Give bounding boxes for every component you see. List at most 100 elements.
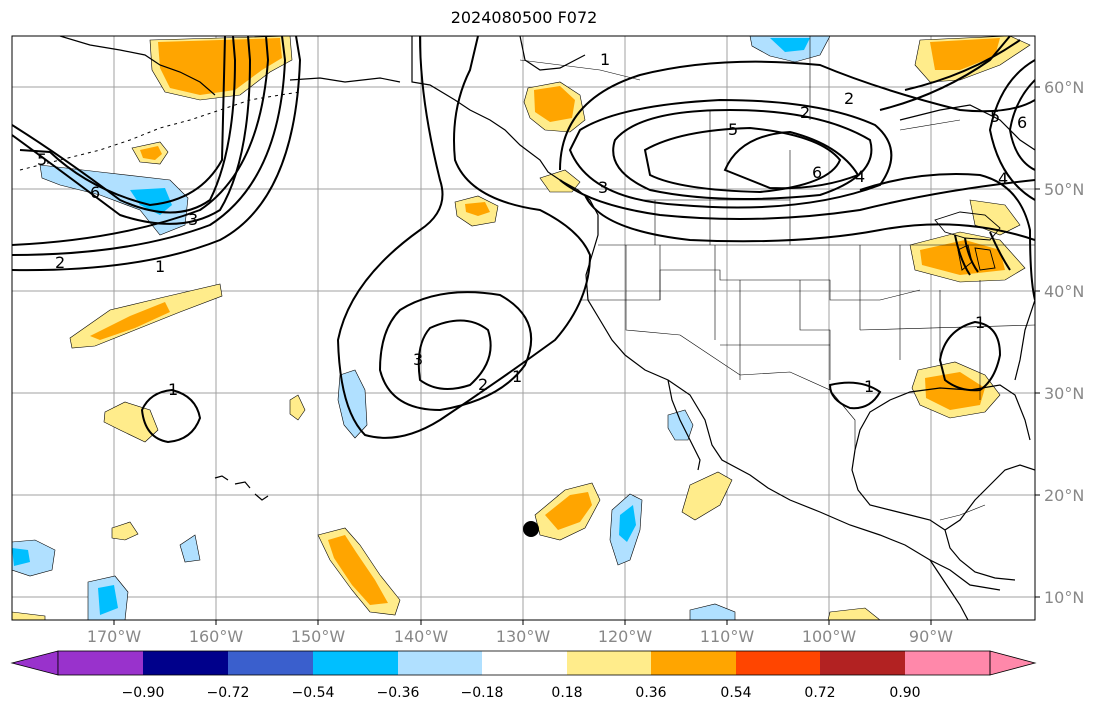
contour-line bbox=[12, 36, 252, 225]
province-border bbox=[899, 119, 961, 131]
colorbar-extend-high bbox=[989, 650, 1037, 676]
contour-label: 2 bbox=[800, 103, 810, 122]
hawaii-island bbox=[234, 481, 251, 489]
positive-anomaly bbox=[103, 401, 159, 443]
contour-lines bbox=[12, 36, 1035, 444]
central-america-coastline bbox=[929, 559, 969, 620]
positive-anomaly bbox=[111, 521, 139, 541]
lat-label: 50°N bbox=[1044, 180, 1084, 199]
mexico-east-coastline bbox=[851, 449, 946, 531]
contour-line bbox=[19, 36, 226, 207]
negative-anomaly bbox=[689, 603, 736, 620]
north-america-coastline bbox=[411, 36, 1001, 591]
lon-label: 170°W bbox=[87, 627, 142, 646]
positive-anomaly bbox=[681, 471, 733, 521]
contour-label: 5 bbox=[990, 107, 1000, 126]
contour-label: 1 bbox=[155, 257, 165, 276]
positive-anomaly bbox=[827, 607, 881, 620]
positive-anomaly-core bbox=[534, 86, 575, 122]
contour-label: 4 bbox=[998, 169, 1008, 188]
great-lakes bbox=[934, 211, 1001, 241]
alaska-north-coastline bbox=[289, 77, 401, 83]
lon-label: 90°W bbox=[909, 627, 953, 646]
colorbar-segment bbox=[143, 651, 228, 675]
contour-label: 2 bbox=[844, 89, 854, 108]
contour-line bbox=[417, 319, 492, 390]
colorbar-tick-label: −0.36 bbox=[377, 685, 420, 701]
map-content: 5 6 3 2 1 1 3 2 1 1 3 5 2 2 6 4 4 6 5 1 … bbox=[12, 36, 1035, 620]
mexico-border bbox=[939, 504, 986, 521]
contour-line bbox=[859, 173, 1035, 301]
lat-axis: 60°N 50°N 40°N 30°N 20°N 10°N bbox=[1035, 78, 1084, 607]
colorbar-segment bbox=[58, 651, 143, 675]
colorbar-tick-label: −0.90 bbox=[122, 685, 165, 701]
contour-line bbox=[828, 381, 882, 410]
contour-label: 1 bbox=[600, 50, 610, 69]
positive-anomaly-core bbox=[545, 492, 592, 530]
colorbar-segment bbox=[482, 651, 567, 675]
negative-anomaly-core bbox=[98, 585, 118, 615]
colorbar-tick-label: −0.72 bbox=[207, 685, 250, 701]
contour-label: 3 bbox=[413, 350, 423, 369]
alaska-border bbox=[519, 59, 641, 81]
lon-axis: 170°W 160°W 150°W 140°W 130°W 120°W 110°… bbox=[87, 620, 953, 646]
contour-line bbox=[904, 39, 1021, 91]
contour-line bbox=[12, 36, 270, 246]
central-america-coastline bbox=[944, 529, 1016, 581]
contour-label: 6 bbox=[90, 183, 100, 202]
colorbar-tick-label: 0.54 bbox=[720, 685, 751, 701]
contour-labels: 5 6 3 2 1 1 3 2 1 1 3 5 2 2 6 4 4 6 5 1 … bbox=[37, 50, 1027, 399]
positive-anomaly-core bbox=[90, 302, 170, 340]
colorbar-segment bbox=[820, 651, 905, 675]
hudson-coastline bbox=[899, 104, 1035, 151]
great-lakes bbox=[974, 247, 996, 271]
us-mexico-border bbox=[679, 334, 856, 450]
state-border bbox=[799, 280, 831, 380]
contour-line bbox=[140, 388, 202, 444]
lon-label: 130°W bbox=[496, 627, 551, 646]
negative-anomaly-core bbox=[130, 188, 172, 215]
lon-label: 110°W bbox=[700, 627, 755, 646]
lon-label: 100°W bbox=[802, 627, 857, 646]
colorbar-tick-label: 0.36 bbox=[635, 685, 666, 701]
contour-line bbox=[938, 320, 1002, 392]
state-border bbox=[859, 324, 1035, 331]
contour-label: 2 bbox=[55, 253, 65, 272]
contour-line bbox=[584, 194, 1035, 243]
negative-anomaly-core bbox=[12, 548, 30, 566]
siberia-coastline bbox=[59, 36, 216, 96]
marker-dot bbox=[523, 521, 539, 537]
contour-line bbox=[964, 237, 979, 273]
positive-anomaly bbox=[969, 199, 1021, 236]
contour-line bbox=[988, 59, 1035, 201]
colorbar-extend-low bbox=[10, 650, 59, 676]
contour-line bbox=[643, 126, 842, 194]
contour-line bbox=[612, 108, 873, 200]
lon-label: 150°W bbox=[291, 627, 346, 646]
negative-anomaly bbox=[12, 539, 56, 577]
lon-label: 120°W bbox=[598, 627, 653, 646]
contour-label: 2 bbox=[478, 375, 488, 394]
political-borders bbox=[519, 36, 1035, 521]
contour-label: 1 bbox=[864, 377, 874, 396]
colorbar-border bbox=[57, 650, 991, 676]
colorbar-tick-label: 0.18 bbox=[551, 685, 582, 701]
positive-anomaly-core bbox=[930, 38, 1000, 70]
contour-label: 1 bbox=[168, 380, 178, 399]
state-border bbox=[625, 245, 681, 336]
positive-anomaly-core bbox=[158, 38, 282, 95]
contour-line bbox=[879, 36, 1011, 111]
lat-label: 40°N bbox=[1044, 282, 1084, 301]
yucatan-coastline bbox=[944, 464, 1035, 531]
atlantic-coastline bbox=[1014, 299, 1035, 381]
lon-label: 160°W bbox=[189, 627, 244, 646]
contour-label: 6 bbox=[812, 163, 822, 182]
colorbar-segment bbox=[736, 651, 820, 675]
negative-anomaly-core bbox=[619, 505, 636, 542]
contour-label: 5 bbox=[37, 150, 47, 169]
contour-line bbox=[723, 130, 860, 190]
coastline-segment bbox=[519, 36, 586, 71]
colorbar: −0.90 −0.72 −0.54 −0.36 −0.18 0.18 0.36 … bbox=[10, 650, 1037, 701]
lat-label: 60°N bbox=[1044, 78, 1084, 97]
